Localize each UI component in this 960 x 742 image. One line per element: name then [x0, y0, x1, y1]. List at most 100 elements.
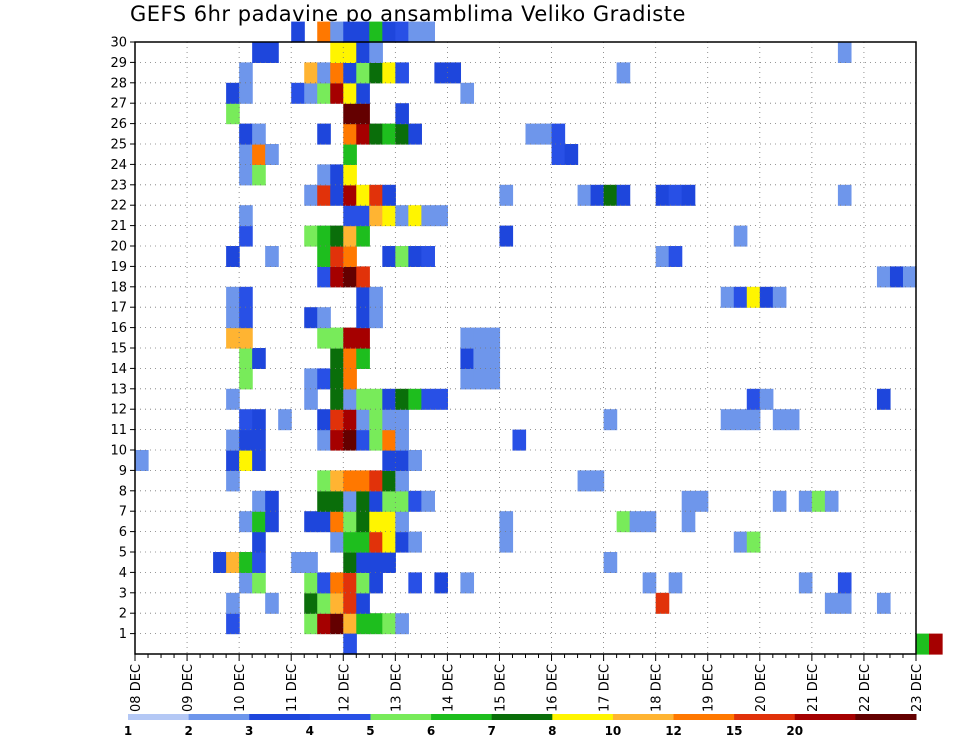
legend-label: 7	[488, 724, 496, 738]
heatmap-cell	[369, 123, 383, 145]
y-tick-label: 3	[119, 586, 127, 601]
heatmap-cell	[408, 490, 422, 512]
heatmap-cell	[226, 592, 240, 614]
heatmap-cell	[226, 327, 240, 349]
heatmap-cell	[291, 82, 305, 104]
heatmap-cell	[330, 164, 344, 186]
heatmap-cell	[395, 388, 409, 410]
heatmap-cell	[343, 531, 357, 553]
heatmap-cell	[213, 552, 227, 573]
heatmap-cell	[239, 511, 253, 533]
heatmap-cell	[343, 613, 357, 635]
heatmap-cell	[304, 368, 318, 390]
heatmap-cell	[746, 286, 761, 308]
heatmap-cell	[356, 62, 370, 84]
legend-swatch	[370, 714, 432, 720]
heatmap-cell	[460, 82, 475, 104]
heatmap-cell	[317, 21, 331, 43]
heatmap-cell	[395, 531, 409, 553]
heatmap-cell	[317, 266, 331, 288]
heatmap-cell	[252, 490, 266, 512]
heatmap-cell	[239, 327, 253, 349]
heatmap-cell	[304, 307, 318, 329]
heatmap-cell	[304, 82, 318, 104]
heatmap-cell	[837, 42, 852, 63]
heatmap-cell	[369, 205, 383, 227]
heatmap-cell	[369, 490, 383, 512]
heatmap-cell	[343, 633, 357, 655]
heatmap-cell	[746, 531, 761, 553]
heatmap-cell	[252, 450, 266, 471]
heatmap-cell	[239, 429, 253, 451]
heatmap-cell	[356, 470, 370, 492]
heatmap-cell	[811, 490, 826, 512]
heatmap-cell	[291, 21, 305, 43]
heatmap-cell	[291, 552, 305, 573]
heatmap-cell	[356, 613, 370, 635]
heatmap-cell	[694, 490, 709, 512]
heatmap-cell	[382, 531, 396, 553]
heatmap-cell	[330, 184, 344, 206]
heatmap-cell	[382, 184, 396, 206]
heatmap-cell	[317, 225, 331, 247]
legend-swatch	[855, 714, 917, 720]
heatmap-cell	[603, 552, 618, 573]
y-tick-label: 19	[110, 260, 127, 275]
heatmap-cell	[330, 388, 344, 410]
legend-label: 1	[124, 724, 132, 738]
heatmap-cell	[135, 450, 149, 471]
y-tick-label: 8	[119, 484, 127, 499]
heatmap-cell	[369, 613, 383, 635]
y-tick-label: 12	[110, 403, 127, 418]
heatmap-cell	[226, 552, 240, 573]
heatmap-cell	[655, 592, 670, 614]
heatmap-cell	[369, 429, 383, 451]
legend-swatch	[794, 714, 856, 720]
heatmap-cell	[239, 123, 253, 145]
heatmap-cell	[733, 225, 748, 247]
heatmap-cell	[356, 266, 370, 288]
heatmap-cell	[382, 246, 396, 267]
heatmap-cell	[356, 103, 370, 125]
heatmap-cell	[252, 348, 266, 369]
heatmap-cell	[330, 246, 344, 267]
heatmap-cell	[330, 511, 344, 533]
heatmap-cell	[434, 572, 448, 594]
heatmap-cell	[395, 103, 409, 125]
heatmap-cell	[356, 592, 370, 614]
heatmap-cell	[369, 388, 383, 410]
heatmap-cell	[356, 21, 370, 43]
heatmap-cell	[330, 490, 344, 512]
heatmap-cell	[356, 388, 370, 410]
heatmap-cell	[265, 144, 279, 165]
y-tick-label: 29	[110, 56, 127, 71]
heatmap-cell	[408, 246, 422, 267]
legend-label: 20	[786, 724, 803, 738]
heatmap-cell	[356, 490, 370, 512]
heatmap-cell	[356, 42, 370, 63]
y-tick-label: 28	[110, 76, 127, 91]
heatmap-cell	[304, 184, 318, 206]
heatmap-cell	[356, 225, 370, 247]
heatmap-cell	[330, 470, 344, 492]
heatmap-cell	[330, 21, 344, 43]
y-tick-label: 10	[110, 444, 127, 459]
heatmap-cell	[681, 511, 696, 533]
heatmap-cell	[369, 409, 383, 431]
heatmap-cell	[616, 511, 631, 533]
x-tick-label: 09 DEC	[181, 664, 196, 712]
heatmap-cell	[590, 184, 605, 206]
heatmap-cell	[343, 429, 357, 451]
heatmap-cell	[473, 368, 488, 390]
legend-swatch	[431, 714, 493, 720]
heatmap-cell	[226, 286, 240, 308]
heatmap-cell	[460, 348, 475, 369]
heatmap-cell	[343, 164, 357, 186]
heatmap-cell	[382, 388, 396, 410]
x-tick-label: 21 DEC	[806, 664, 821, 712]
y-tick-label: 15	[110, 342, 127, 357]
heatmap-cell	[343, 225, 357, 247]
y-tick-label: 1	[119, 627, 127, 642]
heatmap-cell	[226, 103, 240, 125]
heatmap-cell	[226, 307, 240, 329]
